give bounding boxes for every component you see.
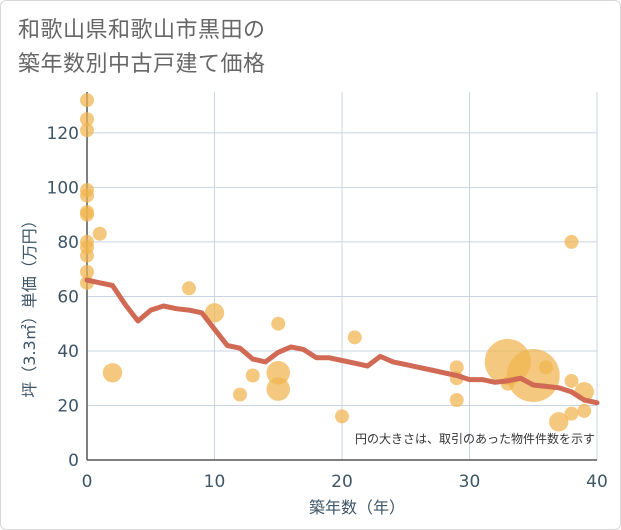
bubble-point (335, 409, 349, 424)
y-tick-label: 0 (68, 451, 79, 471)
bubble-point (564, 373, 579, 388)
y-tick-label: 100 (47, 178, 79, 198)
bubble-series (80, 93, 594, 432)
y-axis-ticks: 0 20 40 60 80 100 120 (47, 124, 79, 471)
bubble-point (80, 93, 94, 108)
x-tick-label: 30 (459, 472, 481, 492)
y-axis-label: 坪（3.3㎡）単価（万円） (20, 212, 39, 397)
chart-title: 和歌山県和歌山市黒田の 築年数別中古戸建て価格 (18, 14, 266, 82)
bubble-point (80, 123, 94, 138)
bubble-size-note: 円の大きさは、取引のあった物件件数を示す (355, 431, 595, 446)
bubble-point (347, 330, 362, 345)
bubble-point (449, 393, 464, 408)
chart-title-line1: 和歌山県和歌山市黒田の (18, 18, 266, 43)
y-tick-label: 20 (57, 396, 79, 416)
bubble-point (92, 226, 107, 241)
bubble-point (549, 412, 569, 432)
bubble-point (182, 281, 196, 296)
bubble-point (80, 264, 94, 279)
bubble-point (266, 361, 291, 385)
bubble-point (204, 303, 225, 323)
bubble-point (80, 207, 94, 222)
bubble-point (80, 188, 94, 203)
y-tick-label: 80 (57, 233, 79, 253)
chart-title-line2: 築年数別中古戸建て価格 (18, 52, 266, 77)
bubble-point (245, 368, 260, 383)
bubble-point (80, 248, 94, 263)
bubble-point (449, 360, 464, 375)
x-axis-label: 築年数（年） (309, 498, 405, 517)
bubble-point (266, 377, 291, 401)
bubble-point (564, 234, 579, 249)
x-tick-label: 0 (82, 472, 93, 492)
bubble-point (80, 112, 94, 127)
bubble-point (539, 360, 553, 375)
trend-series (84, 277, 600, 406)
bubble-point (577, 403, 592, 418)
y-tick-label: 120 (47, 124, 79, 144)
y-tick-label: 60 (57, 287, 79, 307)
bubble-point (484, 338, 531, 385)
x-axis-ticks: 0 10 20 30 40 (82, 472, 608, 492)
bubble-point (233, 387, 247, 402)
bubble-point (271, 316, 286, 331)
y-tick-label: 40 (57, 342, 79, 362)
grid-lines (86, 92, 598, 461)
bubble-point (102, 363, 123, 383)
bubble-point (564, 406, 579, 421)
x-tick-label: 40 (586, 472, 608, 492)
x-tick-label: 20 (331, 472, 353, 492)
x-tick-label: 10 (204, 472, 226, 492)
trend-line (84, 277, 600, 406)
